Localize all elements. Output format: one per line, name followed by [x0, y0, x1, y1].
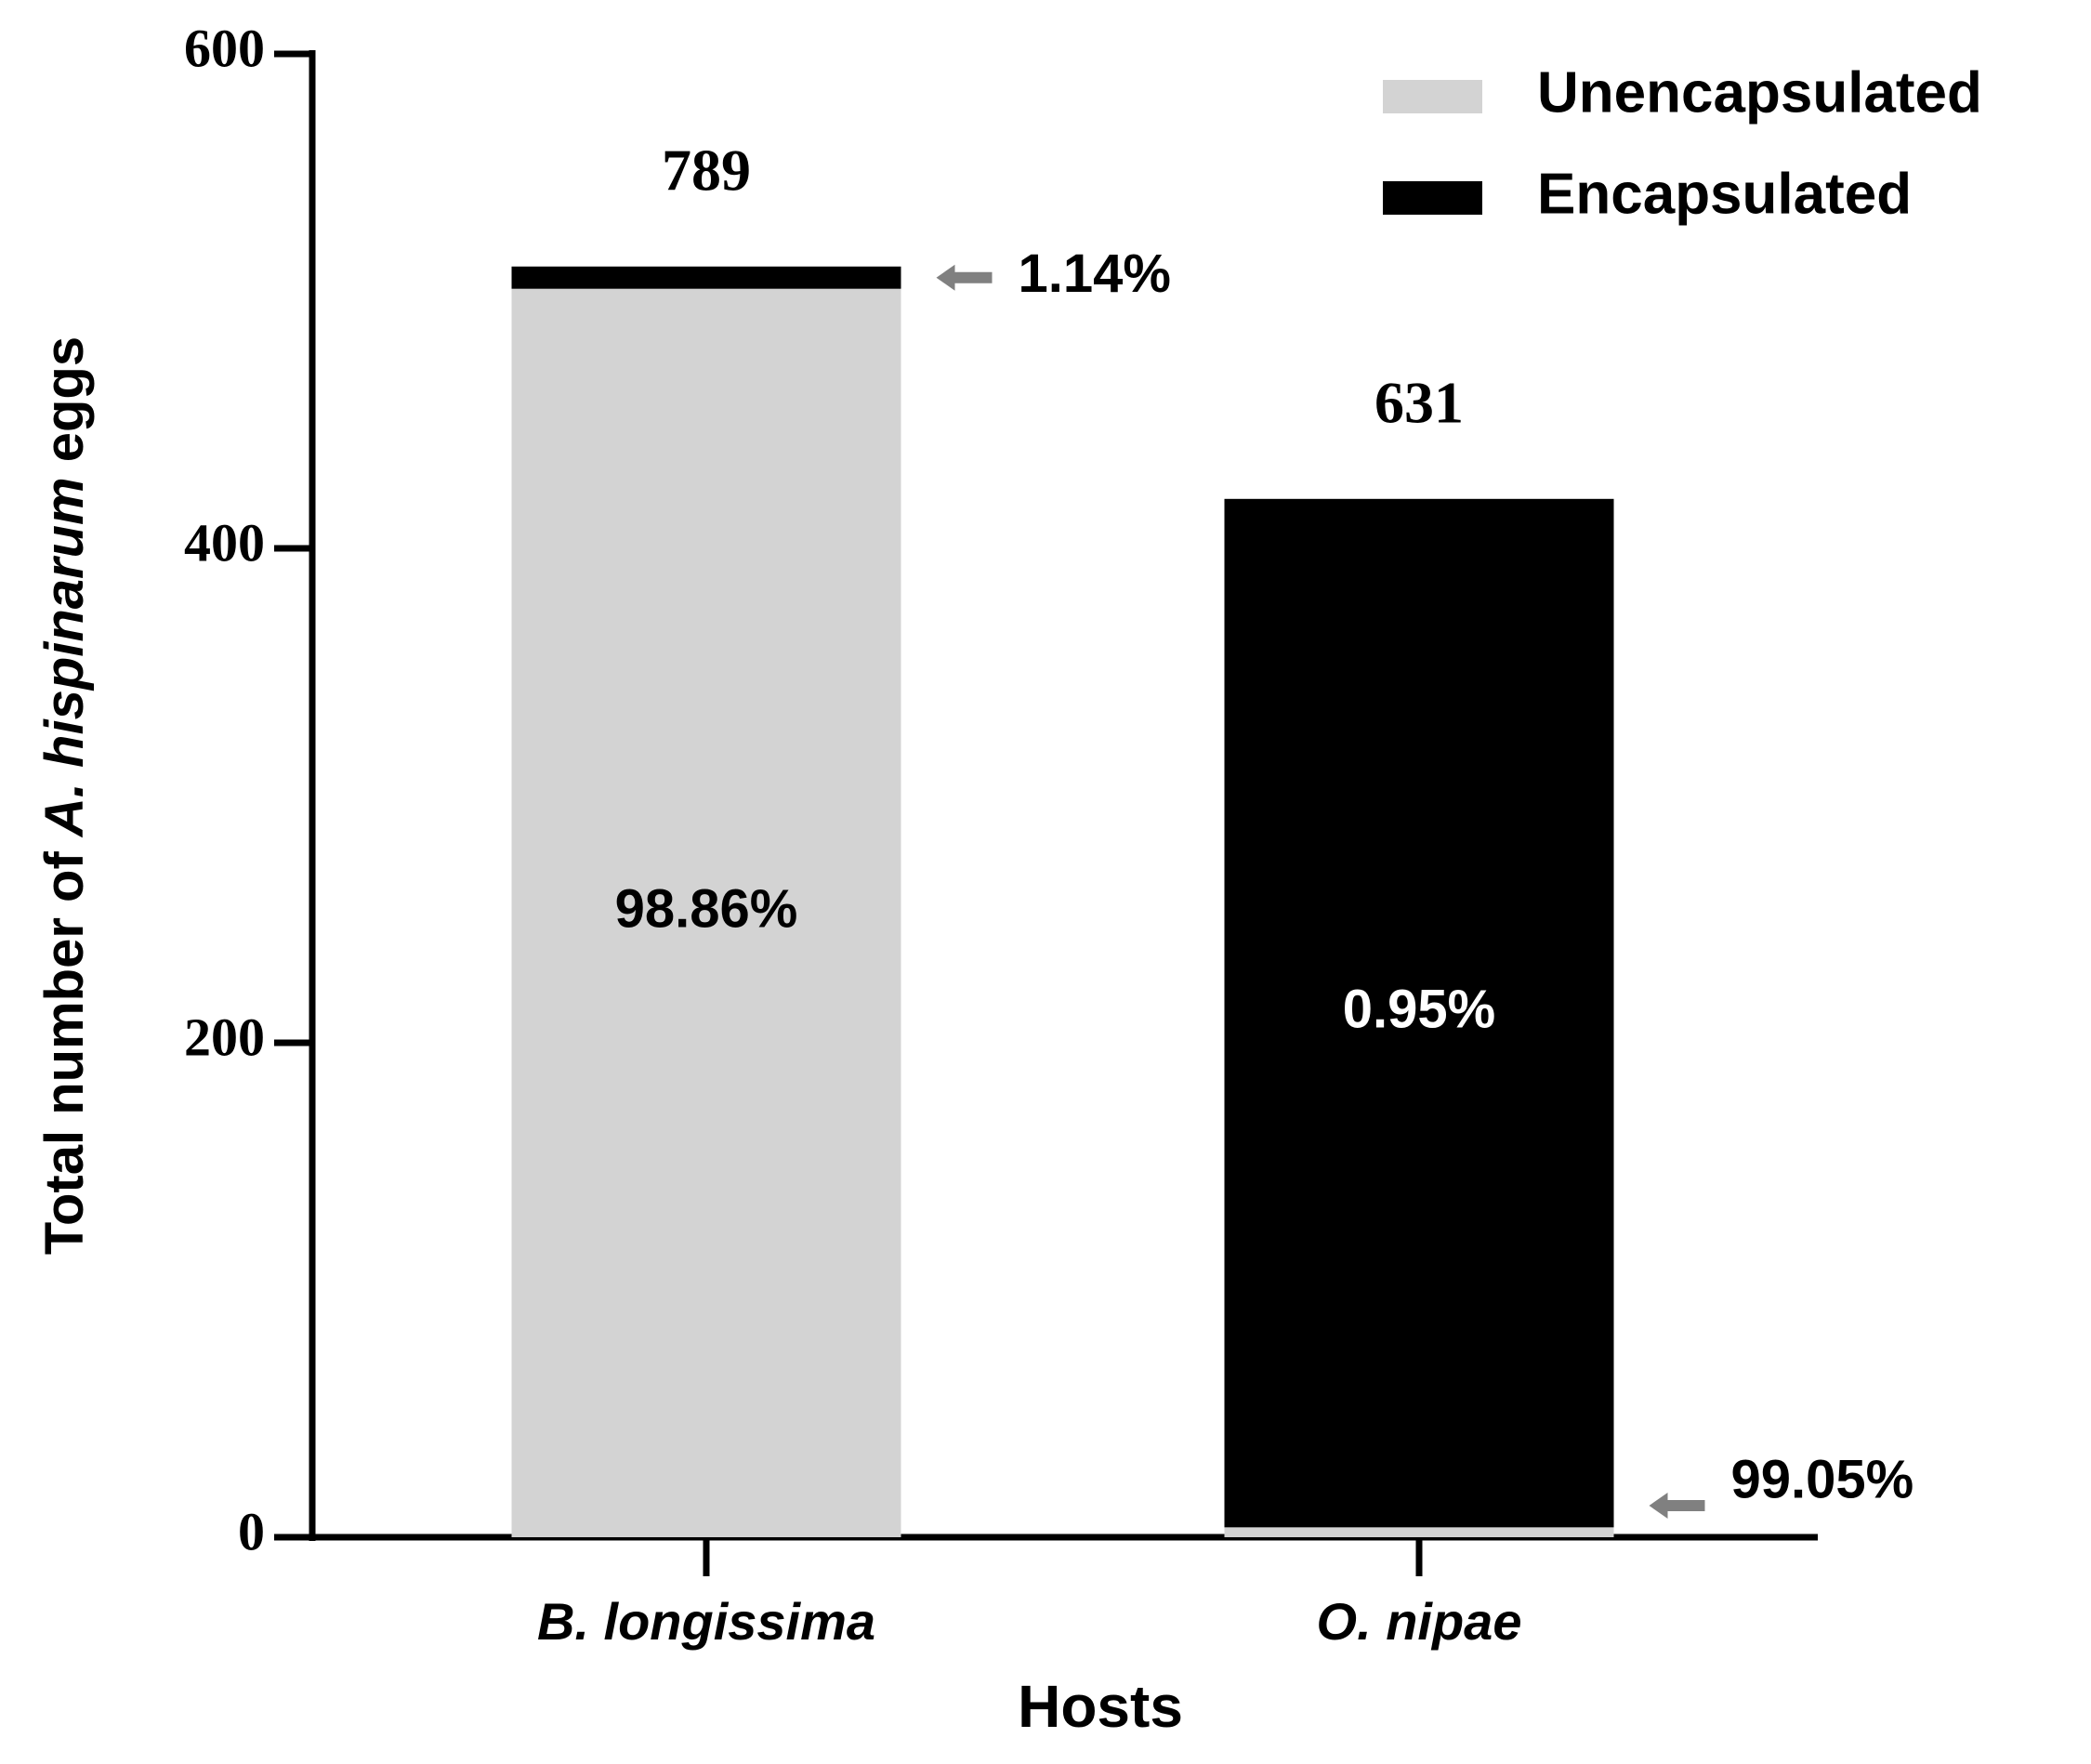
- y-axis-label: Total number of A. hispinarum eggs: [34, 336, 95, 1255]
- percent-label: 98.86%: [615, 879, 798, 940]
- legend-swatch: [1383, 181, 1482, 215]
- y-tick-label: 400: [184, 512, 265, 573]
- y-label-part: eggs: [34, 336, 95, 462]
- percent-label: 99.05%: [1731, 1449, 1914, 1509]
- x-axis-label: Hosts: [1018, 1673, 1183, 1740]
- arrow: [936, 264, 993, 291]
- y-label-italic: A. hispinarum: [34, 477, 95, 838]
- bar-segment: [1224, 1527, 1614, 1537]
- percent-label: 0.95%: [1343, 979, 1495, 1039]
- bar-segment: [511, 266, 901, 289]
- legend-swatch: [1383, 80, 1482, 113]
- x-tick-label: B. longissima: [537, 1592, 875, 1651]
- y-tick-label: 200: [184, 1007, 265, 1067]
- arrow: [1649, 1493, 1705, 1519]
- percent-label: 1.14%: [1019, 244, 1171, 304]
- legend-label: Encapsulated: [1537, 162, 1912, 226]
- y-tick-label: 600: [184, 18, 265, 78]
- bar-segment: [1224, 498, 1614, 1528]
- total-label: 631: [1374, 369, 1464, 435]
- x-tick-label: O. nipae: [1317, 1592, 1522, 1651]
- y-label-part: Total number of: [34, 851, 95, 1256]
- total-label: 789: [662, 137, 751, 203]
- y-tick-label: 0: [238, 1501, 265, 1561]
- bar-segment: [511, 288, 901, 1538]
- legend-label: Unencapsulated: [1537, 60, 1982, 125]
